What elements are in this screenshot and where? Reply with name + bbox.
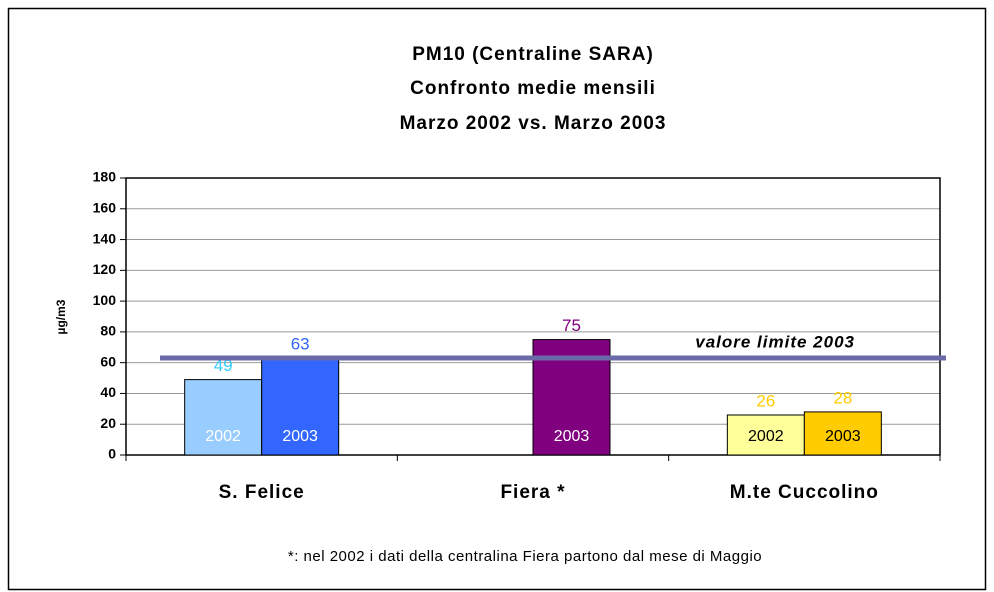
bar-value-label: 49	[214, 356, 233, 375]
bar-value-label: 63	[291, 335, 310, 354]
bar	[726, 414, 805, 456]
footnote: *: nel 2002 i dati della centralina Fier…	[288, 548, 762, 565]
y-tick-label: 100	[93, 292, 117, 308]
x-tick-label: Fiera *	[500, 482, 565, 503]
bar-series-label: 2002	[205, 428, 241, 445]
bar-value-label: 28	[833, 388, 852, 407]
bar	[184, 379, 263, 456]
bar	[261, 357, 340, 456]
bar-series-label: 2003	[825, 428, 861, 445]
y-tick-label: 20	[100, 415, 116, 431]
y-axis-label: µg/m3	[54, 299, 68, 334]
y-tick-label: 180	[93, 169, 117, 185]
y-tick-label: 80	[100, 323, 116, 339]
y-tick-label: 160	[93, 199, 117, 215]
bar-series-label: 2003	[282, 428, 318, 445]
chart-title: Confronto medie mensili	[410, 78, 656, 99]
y-tick-label: 40	[100, 384, 116, 400]
y-tick-label: 140	[93, 230, 117, 246]
bar-series-label: 2002	[748, 428, 784, 445]
bar	[803, 411, 882, 456]
y-tick-label: 0	[108, 446, 116, 462]
chart-title: PM10 (Centraline SARA)	[412, 44, 654, 65]
y-tick-label: 60	[100, 353, 116, 369]
x-tick-label: S. Felice	[219, 482, 305, 503]
bar-value-label: 75	[562, 316, 581, 335]
x-tick-label: M.te Cuccolino	[730, 482, 879, 503]
y-tick-label: 120	[93, 261, 117, 277]
bar-series-label: 2003	[554, 428, 590, 445]
chart-border	[7, 7, 987, 591]
bar-value-label: 26	[756, 391, 775, 410]
reference-line-label: valore limite 2003	[695, 333, 855, 352]
chart-title: Marzo 2002 vs. Marzo 2003	[400, 113, 667, 134]
